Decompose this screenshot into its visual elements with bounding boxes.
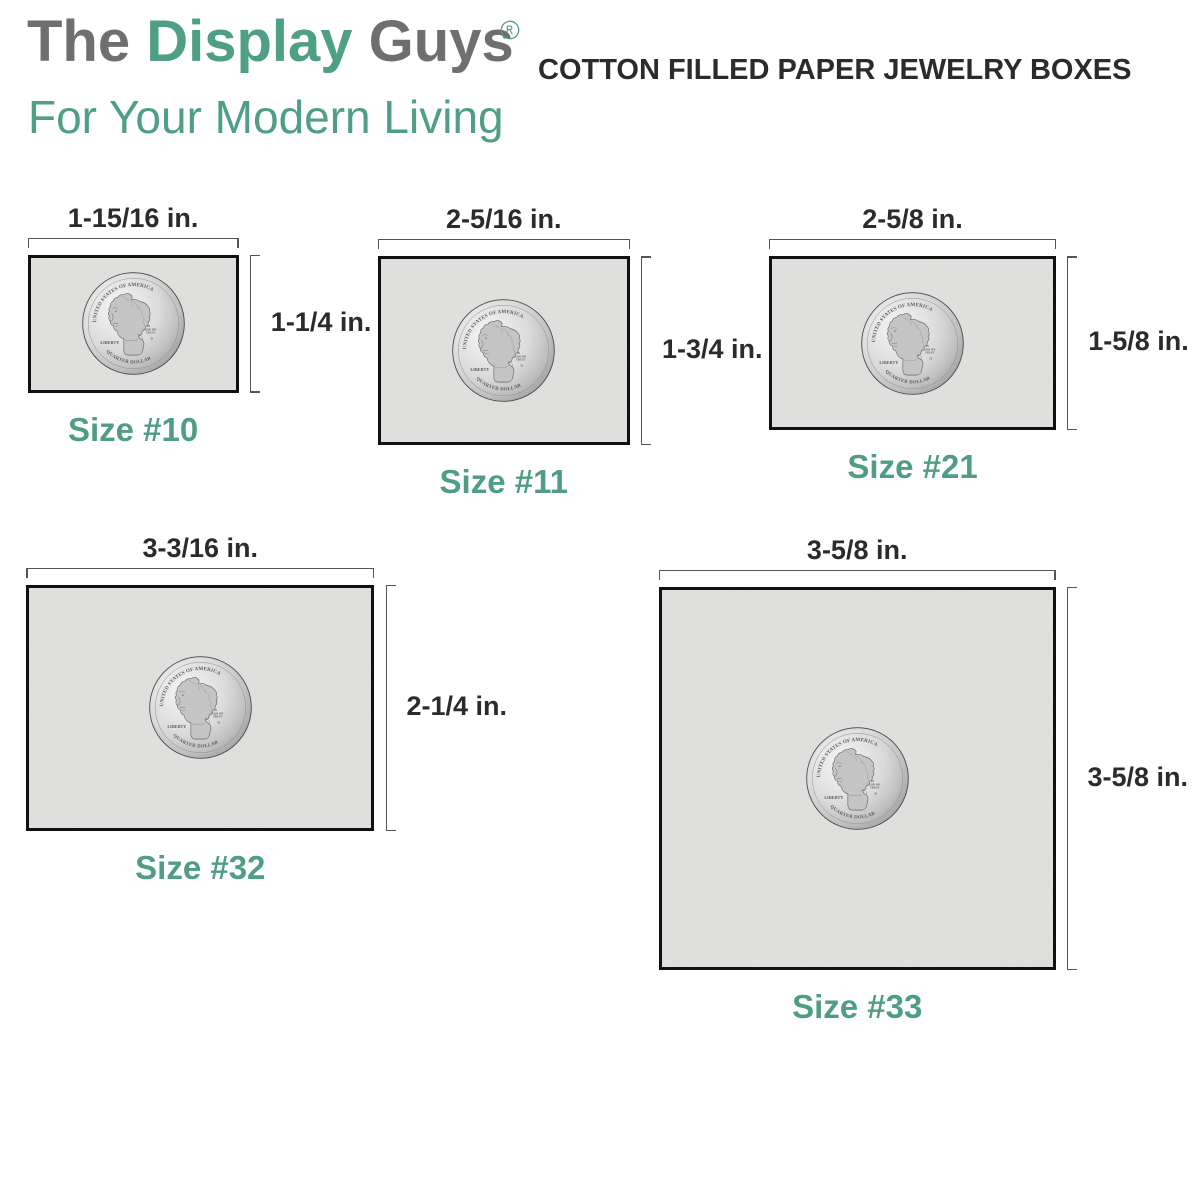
svg-text:TRUST: TRUST: [870, 787, 879, 790]
svg-text:LIBERTY: LIBERTY: [824, 795, 843, 800]
svg-text:LIBERTY: LIBERTY: [100, 340, 119, 345]
svg-text:GOD WE: GOD WE: [144, 329, 156, 332]
svg-text:LIBERTY: LIBERTY: [879, 359, 898, 364]
svg-text:GOD WE: GOD WE: [515, 356, 527, 359]
svg-text:TRUST: TRUST: [146, 332, 155, 335]
svg-text:TRUST: TRUST: [925, 351, 934, 354]
svg-text:TRUST: TRUST: [516, 359, 525, 362]
svg-text:GOD WE: GOD WE: [924, 348, 936, 351]
svg-text:LIBERTY: LIBERTY: [167, 724, 186, 729]
svg-text:GOD WE: GOD WE: [212, 713, 224, 716]
svg-text:LIBERTY: LIBERTY: [471, 367, 490, 372]
svg-text:TRUST: TRUST: [213, 716, 222, 719]
svg-text:GOD WE: GOD WE: [868, 783, 880, 786]
